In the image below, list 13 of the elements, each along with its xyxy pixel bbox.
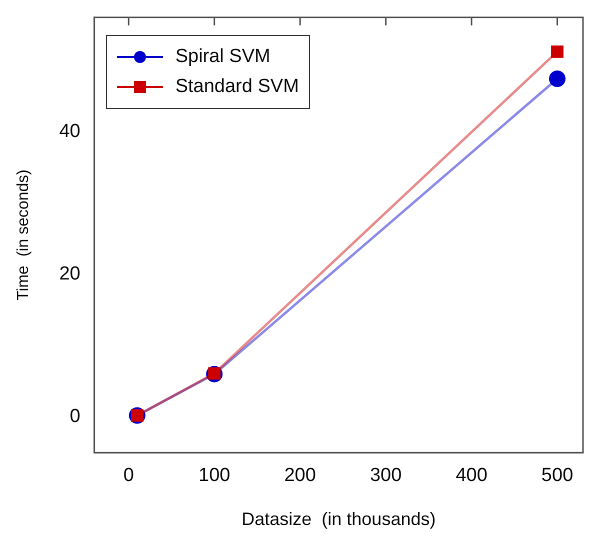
x-axis-title: Datasize (in thousands): [242, 509, 436, 530]
x-tick-label: 0: [123, 465, 134, 486]
y-tick-label: 20: [59, 263, 80, 284]
x-tick-label: 500: [541, 465, 574, 486]
x-tick-label: 300: [370, 465, 402, 486]
legend-label: Standard SVM: [175, 76, 299, 98]
legend-label: Spiral SVM: [175, 46, 270, 68]
y-tick-label: 0: [70, 406, 80, 428]
x-tick-label: 400: [456, 465, 488, 486]
x-tick-label: 200: [284, 465, 316, 486]
y-axis-title: Time (in seconds): [15, 170, 32, 300]
y-tick-label: 40: [59, 120, 80, 142]
x-tick-label: 100: [198, 465, 230, 486]
